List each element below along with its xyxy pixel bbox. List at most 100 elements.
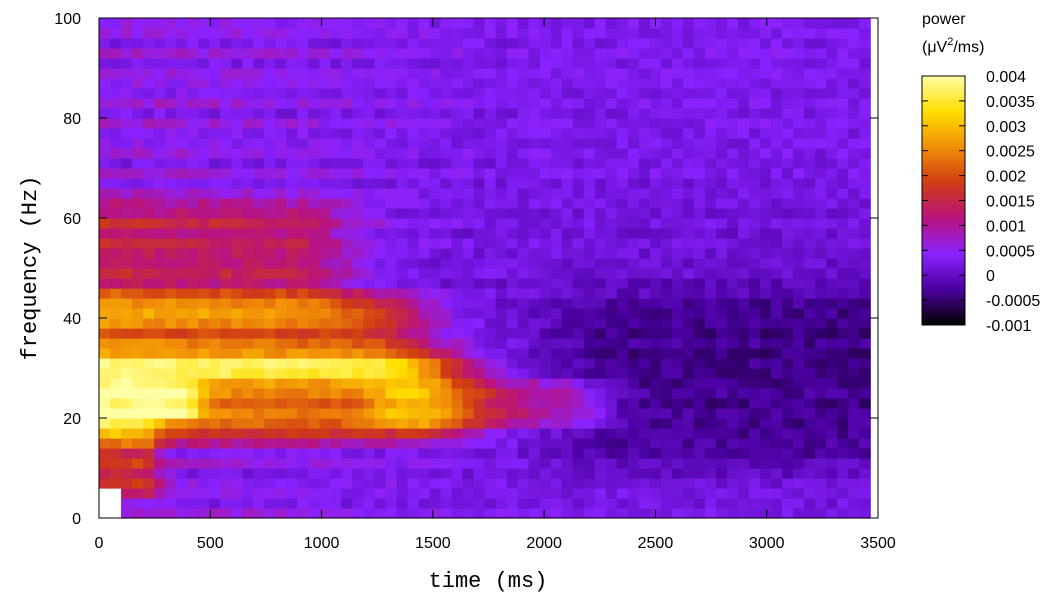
heatmap-cell [462, 128, 475, 139]
heatmap-cell [440, 498, 453, 509]
heatmap-cell [374, 358, 387, 369]
heatmap-cell [506, 78, 519, 89]
heatmap-cell [484, 98, 497, 109]
heatmap-cell [793, 268, 805, 279]
heatmap-cell [815, 358, 827, 369]
heatmap-cell [121, 38, 133, 49]
heatmap-cell [473, 478, 486, 489]
heatmap-cell [638, 138, 651, 149]
heatmap-cell [319, 168, 331, 179]
heatmap-cell [848, 438, 860, 449]
heatmap-cell [253, 478, 265, 489]
heatmap-cell [352, 408, 365, 419]
heatmap-cell [242, 318, 254, 329]
heatmap-cell [385, 488, 398, 499]
heatmap-cell [264, 298, 276, 309]
heatmap-cell [528, 288, 541, 299]
heatmap-cell [506, 108, 519, 119]
heatmap-cell [220, 288, 232, 299]
heatmap-cell [594, 48, 607, 59]
heatmap-cell [341, 88, 353, 99]
heatmap-cell [815, 218, 827, 229]
heatmap-cell [275, 158, 287, 169]
heatmap-cell [671, 368, 684, 379]
heatmap-cell [605, 448, 618, 459]
heatmap-cell [308, 158, 320, 169]
heatmap-cell [385, 278, 398, 289]
heatmap-cell [253, 408, 265, 419]
heatmap-cell [308, 188, 320, 199]
heatmap-cell [407, 488, 420, 499]
heatmap-cell [848, 278, 860, 289]
heatmap-cell [99, 148, 111, 159]
heatmap-cell [517, 478, 530, 489]
heatmap-cell [815, 298, 827, 309]
heatmap-cell [682, 158, 695, 169]
heatmap-cell [693, 238, 706, 249]
heatmap-cell [176, 308, 188, 319]
heatmap-cell [473, 68, 486, 79]
heatmap-cell [418, 378, 431, 389]
heatmap-cell [462, 398, 475, 409]
heatmap-cell [749, 288, 761, 299]
heatmap-cell [121, 158, 133, 169]
heatmap-cell [429, 88, 442, 99]
heatmap-cell [726, 498, 739, 509]
heatmap-cell [198, 468, 210, 479]
heatmap-cell [693, 98, 706, 109]
heatmap-cell [297, 468, 309, 479]
heatmap-cell [176, 198, 188, 209]
heatmap-cell [793, 78, 805, 89]
heatmap-cell [550, 168, 563, 179]
heatmap-cell [176, 218, 188, 229]
heatmap-cell [308, 498, 320, 509]
heatmap-cell [330, 468, 342, 479]
colorbar-ticks: 0.0040.00350.0030.00250.0020.00150.0010.… [922, 69, 1040, 335]
heatmap-cell [462, 428, 475, 439]
heatmap-cell [649, 28, 662, 39]
heatmap-cell [374, 238, 387, 249]
heatmap-cell [363, 168, 376, 179]
heatmap-cell [429, 348, 442, 359]
heatmap-cell [176, 138, 188, 149]
heatmap-cell [132, 108, 144, 119]
heatmap-cell [859, 38, 871, 49]
heatmap-cell [99, 338, 111, 349]
heatmap-cell [760, 188, 772, 199]
heatmap-cell [704, 238, 717, 249]
heatmap-cell [473, 88, 486, 99]
heatmap-cell [429, 448, 442, 459]
heatmap-cell [374, 218, 387, 229]
heatmap-cell [308, 368, 320, 379]
heatmap-cell [682, 148, 695, 159]
heatmap-cell [385, 408, 398, 419]
heatmap-cell [187, 88, 199, 99]
heatmap-cell [308, 198, 320, 209]
heatmap-cell [782, 368, 794, 379]
heatmap-cell [660, 478, 673, 489]
heatmap-cell [627, 298, 640, 309]
heatmap-cell [771, 178, 783, 189]
heatmap-cell [528, 448, 541, 459]
heatmap-cell [682, 248, 695, 259]
heatmap-cell [649, 198, 662, 209]
colorbar-title-suffix: /ms) [953, 39, 984, 56]
heatmap-cell [837, 228, 849, 239]
heatmap-cell [220, 98, 232, 109]
heatmap-cell [275, 228, 287, 239]
heatmap-cell [693, 498, 706, 509]
heatmap-cell [704, 208, 717, 219]
heatmap-cell [286, 358, 298, 369]
heatmap-cell [385, 248, 398, 259]
heatmap-cell [771, 238, 783, 249]
heatmap-cell [649, 358, 662, 369]
heatmap-cell [660, 508, 673, 519]
heatmap-cell [110, 458, 122, 469]
heatmap-cell [165, 198, 177, 209]
heatmap-cell [517, 18, 530, 29]
y-tick-label: 80 [63, 111, 81, 128]
heatmap-cell [110, 358, 122, 369]
heatmap-cell [110, 388, 122, 399]
heatmap-cell [572, 428, 585, 439]
heatmap-cell [319, 88, 331, 99]
